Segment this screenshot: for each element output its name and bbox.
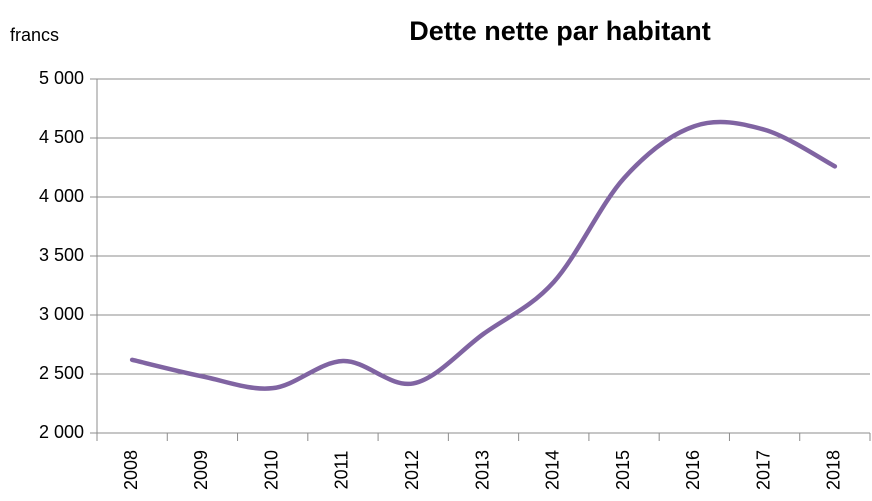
- y-axis-label: francs: [10, 25, 59, 45]
- data-line: [129, 119, 838, 391]
- y-tick-label: 3 000: [39, 304, 84, 324]
- x-tick-label: 2010: [261, 450, 281, 490]
- y-tick-label: 4 500: [39, 127, 84, 147]
- x-tick-label: 2014: [543, 450, 563, 490]
- x-tick-label: 2017: [753, 450, 773, 490]
- x-tick-label: 2011: [332, 451, 352, 490]
- y-tick-label: 2 000: [39, 422, 84, 442]
- x-tick-label: 2015: [613, 450, 633, 490]
- x-tick-label: 2016: [683, 450, 703, 490]
- y-tick-label: 3 500: [39, 245, 84, 265]
- x-tick-label: 2009: [191, 450, 211, 490]
- x-tick-label: 2018: [824, 450, 844, 490]
- x-tick-label: 2008: [121, 450, 141, 490]
- y-tick-label: 5 000: [39, 68, 84, 88]
- x-tick-label: 2012: [402, 450, 422, 490]
- chart-title: Dette nette par habitant: [409, 16, 711, 46]
- y-tick-label: 2 500: [39, 363, 84, 383]
- x-tick-label: 2013: [472, 450, 492, 490]
- y-tick-label: 4 000: [39, 186, 84, 206]
